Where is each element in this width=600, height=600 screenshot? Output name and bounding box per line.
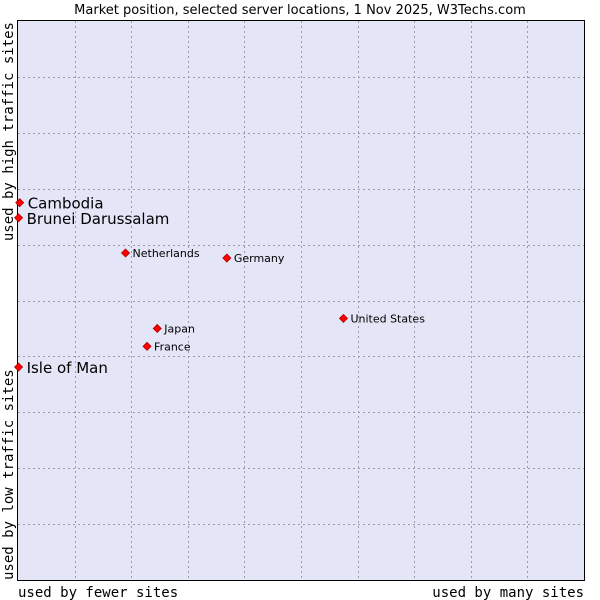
point-marker-brunei-darussalam	[14, 213, 24, 223]
point-label-united-states: United States	[350, 312, 425, 325]
x-axis-label-left: used by fewer sites	[18, 585, 178, 600]
point-label-cambodia: Cambodia	[28, 195, 104, 213]
point-marker-japan	[152, 323, 162, 334]
point-marker-france	[142, 341, 152, 351]
point-label-japan: Japan	[163, 322, 195, 335]
point-marker-isle-of-man	[14, 362, 24, 372]
x-axis-label-right: used by many sites	[432, 585, 584, 600]
point-label-france: France	[154, 340, 191, 353]
point-marker-netherlands	[120, 248, 131, 258]
point-label-netherlands: Netherlands	[133, 247, 200, 260]
chart-title: Market position, selected server locatio…	[74, 3, 526, 18]
point-label-germany: Germany	[234, 252, 285, 265]
point-label-brunei-darussalam: Brunei Darussalam	[27, 210, 170, 228]
point-marker-germany	[222, 253, 232, 263]
point-marker-cambodia	[15, 198, 25, 208]
point-label-isle-of-man: Isle of Man	[27, 359, 108, 377]
y-axis-label-bottom: used by low traffic sites	[1, 369, 17, 580]
point-marker-united-states	[338, 313, 349, 323]
y-axis-label-top: used by high traffic sites	[1, 22, 17, 241]
grid-lines	[18, 21, 584, 580]
